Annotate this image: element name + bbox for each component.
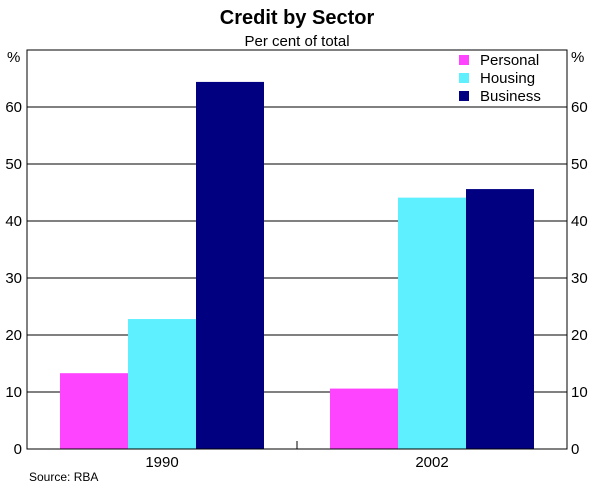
legend-swatch-business bbox=[459, 91, 469, 101]
left-axis-unit: % bbox=[7, 49, 20, 66]
legend-swatch-personal bbox=[459, 55, 469, 65]
y-tick-labels: 0 0 10 10 20 20 30 30 40 40 50 50 60 60 bbox=[5, 99, 587, 458]
bar-personal-1990 bbox=[60, 373, 128, 449]
chart-subtitle: Per cent of total bbox=[244, 33, 349, 50]
bar-business-2002 bbox=[466, 189, 534, 449]
bar-business-1990 bbox=[196, 81, 264, 450]
y-tick-label-right: 0 bbox=[571, 441, 579, 458]
y-tick-label-right: 20 bbox=[571, 327, 588, 344]
y-tick-label-right: 30 bbox=[571, 270, 588, 287]
category-labels: 1990 2002 bbox=[145, 454, 448, 471]
y-tick-label-right: 60 bbox=[571, 99, 588, 116]
y-tick-label-left: 50 bbox=[5, 156, 22, 173]
legend-label-personal: Personal bbox=[480, 52, 539, 69]
legend-label-business: Business bbox=[480, 88, 541, 105]
y-tick-label-left: 30 bbox=[5, 270, 22, 287]
y-tick-label-right: 10 bbox=[571, 384, 588, 401]
y-tick-label-left: 10 bbox=[5, 384, 22, 401]
bar-housing-2002 bbox=[398, 197, 466, 449]
y-tick-label-right: 50 bbox=[571, 156, 588, 173]
axis-ticks bbox=[27, 106, 567, 450]
chart-title: Credit by Sector bbox=[220, 7, 375, 29]
y-tick-label-right: 40 bbox=[571, 213, 588, 230]
source-note: Source: RBA bbox=[29, 470, 98, 484]
legend-swatch-housing bbox=[459, 73, 469, 83]
x-category-label: 2002 bbox=[415, 454, 448, 471]
y-tick-label-left: 0 bbox=[14, 441, 22, 458]
right-axis-unit: % bbox=[571, 49, 584, 66]
x-category-label: 1990 bbox=[145, 454, 178, 471]
bar-personal-2002 bbox=[330, 388, 398, 449]
legend-label-housing: Housing bbox=[480, 70, 535, 87]
y-tick-label-left: 20 bbox=[5, 327, 22, 344]
bars bbox=[60, 81, 534, 450]
y-tick-label-left: 60 bbox=[5, 99, 22, 116]
y-tick-label-left: 40 bbox=[5, 213, 22, 230]
bar-housing-1990 bbox=[128, 319, 196, 449]
